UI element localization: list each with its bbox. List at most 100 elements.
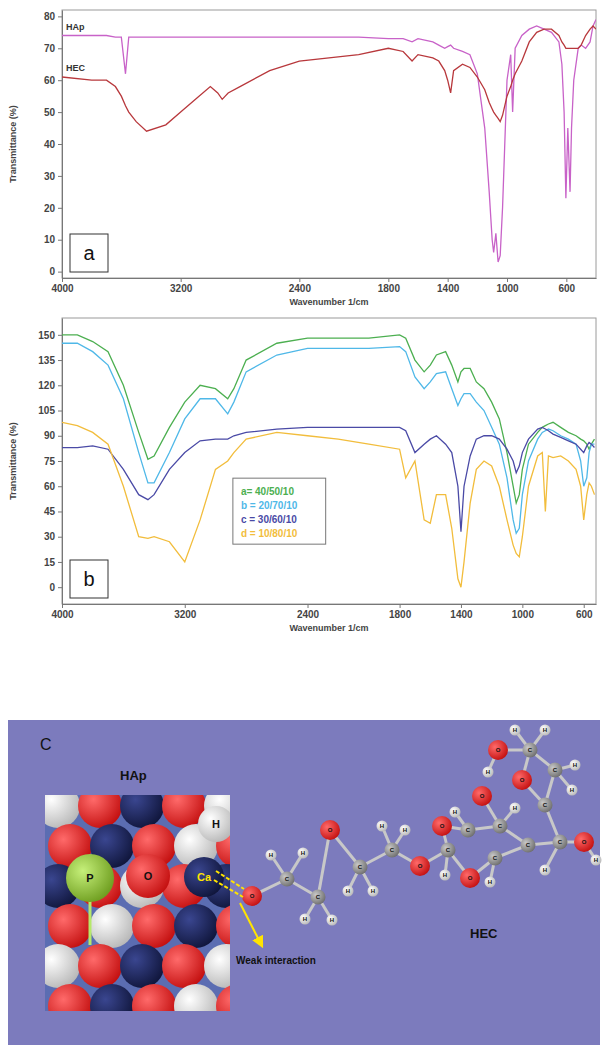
hec-atom-label: H: [371, 888, 375, 894]
hec-atom: [472, 786, 492, 806]
x-tick-mark: [448, 278, 449, 282]
hec-atom: [485, 877, 496, 888]
hec-atom-label: C: [390, 847, 395, 853]
hec-atom: [410, 856, 430, 876]
hec-atom: [567, 785, 578, 796]
y-tick-mark: [58, 537, 62, 538]
hap-sphere: [120, 795, 164, 828]
x-tick: 3200: [170, 278, 193, 294]
y-tick-mark: [58, 144, 62, 145]
hec-atom-label: C: [528, 747, 533, 753]
x-tick-label: 1000: [496, 283, 519, 294]
x-tick-mark: [522, 604, 523, 608]
x-tick: 1000: [512, 604, 535, 620]
hec-atom: [343, 886, 354, 897]
y-tick-label: 40: [44, 139, 56, 150]
y-tick-mark: [58, 335, 62, 336]
chart-panel: 4000320024001800140010006000153045607590…: [8, 318, 597, 633]
hec-atom: [493, 819, 508, 834]
hap-atom: [66, 854, 114, 902]
x-tick-mark: [62, 604, 63, 608]
hap-title: HAp: [120, 768, 147, 783]
x-tick: 600: [576, 604, 593, 620]
y-tick-label: 50: [44, 107, 56, 118]
y-axis-line: [62, 319, 63, 605]
plot-frame: [62, 318, 596, 604]
x-tick-label: 600: [558, 283, 575, 294]
y-tick: 20: [44, 203, 62, 214]
hap-sphere: [162, 944, 206, 988]
hec-atom-label: H: [573, 762, 577, 768]
spectrum-line: [62, 20, 596, 262]
y-tick-mark: [58, 486, 62, 487]
y-tick-mark: [58, 80, 62, 81]
hec-atom: [574, 832, 594, 852]
x-tick-label: 3200: [170, 283, 193, 294]
hec-atom-label: H: [443, 872, 447, 878]
x-axis: 400032002400180014001000600: [51, 604, 596, 620]
hec-atom: [540, 725, 551, 736]
hec-atom: [298, 848, 309, 859]
y-tick-label: 120: [38, 380, 55, 391]
hec-atom-label: O: [480, 793, 485, 799]
hap-atom: [184, 857, 224, 897]
x-tick-label: 1800: [389, 609, 412, 620]
hec-atom: [400, 825, 411, 836]
hap-sphere: [90, 904, 134, 948]
hap-sphere: [174, 984, 218, 1011]
y-tick-mark: [58, 511, 62, 512]
y-tick-mark: [58, 411, 62, 412]
hec-atom: [353, 860, 368, 875]
x-tick-mark: [507, 278, 508, 282]
x-tick: 1400: [437, 278, 460, 294]
hec-atom: [441, 843, 456, 858]
y-tick-label: 15: [44, 557, 56, 568]
y-tick: 40: [44, 139, 62, 150]
y-tick-mark: [58, 112, 62, 113]
hec-atom-label: H: [269, 852, 273, 858]
y-axis-title: Transmittance (%): [8, 422, 18, 500]
hec-atom-label: H: [488, 879, 492, 885]
hec-atom: [432, 816, 452, 836]
x-tick: 2400: [289, 278, 312, 294]
hec-atom-label: C: [558, 839, 563, 845]
hec-atom: [591, 855, 602, 866]
y-tick-label: 30: [44, 531, 56, 542]
y-tick: 50: [44, 107, 62, 118]
y-tick: 30: [44, 531, 62, 542]
spectrum-line: [62, 427, 594, 531]
hec-atom: [521, 838, 536, 853]
x-tick-mark: [388, 278, 389, 282]
hec-atom-label: C: [543, 802, 548, 808]
x-tick: 1400: [450, 604, 473, 620]
spectrum-line: [62, 26, 596, 131]
y-tick: 105: [38, 405, 62, 416]
legend-entry: d = 10/80/10: [241, 528, 298, 539]
y-tick-label: 20: [44, 203, 56, 214]
hap-sphere: [45, 795, 80, 828]
plot-lines: [62, 335, 594, 587]
legend-entry: a= 40/50/10: [241, 486, 295, 497]
x-tick: 600: [558, 278, 575, 294]
hec-atom-label: C: [526, 842, 531, 848]
y-tick-label: 150: [38, 330, 55, 341]
diagram-background: [8, 720, 600, 1045]
y-tick: 0: [49, 582, 62, 593]
hec-atom-label: H: [453, 809, 457, 815]
chart-panel: 4000320024001800140010006000102030405060…: [8, 10, 597, 307]
series-label: HEC: [66, 63, 86, 73]
hec-atom-label: H: [380, 823, 384, 829]
y-tick-label: 45: [44, 506, 56, 517]
hec-atom: [510, 803, 521, 814]
panel-letter-box: [70, 234, 108, 272]
y-tick-mark: [58, 385, 62, 386]
x-axis: 400032002400180014001000600: [51, 278, 596, 294]
y-tick-label: 80: [44, 11, 56, 22]
x-axis-line: [63, 604, 597, 605]
x-tick: 3200: [174, 604, 197, 620]
y-axis-title: Transmittance (%): [8, 105, 18, 183]
figure: 4000320024001800140010006000102030405060…: [0, 0, 608, 1048]
x-tick: 4000: [51, 604, 74, 620]
plot-lines: [62, 20, 596, 262]
y-tick: 15: [44, 557, 62, 568]
